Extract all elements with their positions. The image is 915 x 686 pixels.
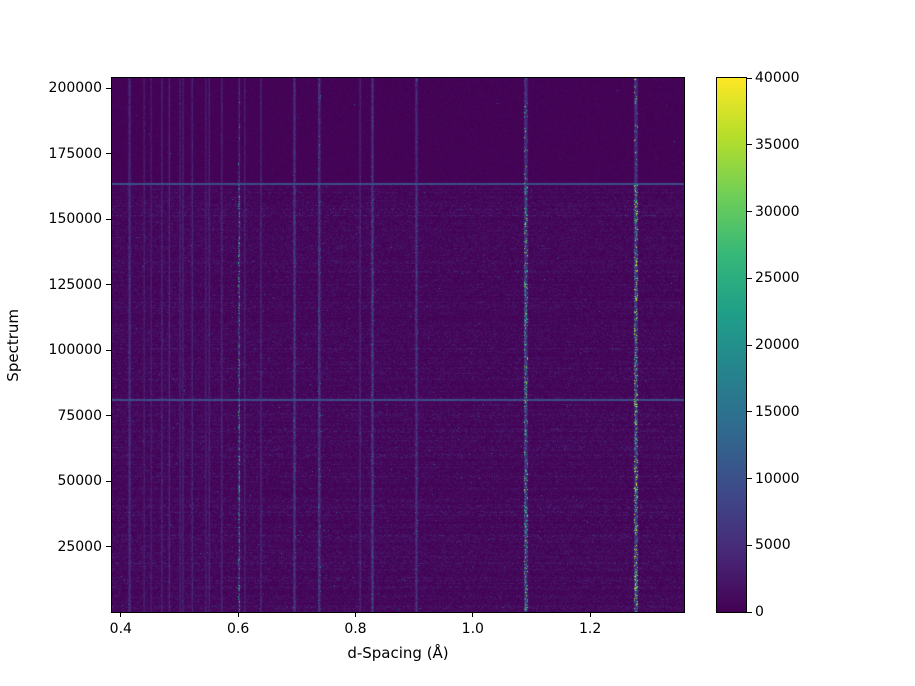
y-tick-mark <box>106 153 111 155</box>
colorbar-tick-label: 40000 <box>755 70 800 86</box>
y-tick-mark <box>106 415 111 417</box>
x-tick-label: 0.6 <box>226 621 250 637</box>
y-tick-label: 100000 <box>48 342 102 359</box>
colorbar <box>716 77 747 613</box>
colorbar-tick-label: 30000 <box>755 203 800 220</box>
colorbar-tick-mark <box>747 211 752 212</box>
colorbar-tick-label: 0 <box>755 604 764 620</box>
colorbar-gradient <box>717 78 746 612</box>
x-tick-label: 0.8 <box>344 621 367 637</box>
x-tick-mark <box>472 613 474 617</box>
x-tick-label: 0.4 <box>109 621 132 637</box>
colorbar-tick-mark <box>747 344 752 346</box>
x-axis-label: d-Spacing (Å) <box>347 644 449 662</box>
y-tick-label: 150000 <box>48 211 102 228</box>
x-tick-mark <box>120 613 122 617</box>
y-tick-mark <box>106 284 111 286</box>
y-tick-label: 175000 <box>48 145 102 162</box>
heatmap-image <box>112 78 684 612</box>
colorbar-tick-label: 15000 <box>755 403 800 420</box>
colorbar-tick-mark <box>747 77 752 79</box>
y-tick-mark <box>106 218 111 220</box>
x-tick-mark <box>354 613 356 617</box>
y-tick-mark <box>106 546 111 548</box>
y-tick-label: 75000 <box>57 407 102 424</box>
colorbar-tick-mark <box>747 411 752 413</box>
y-tick-label: 50000 <box>57 473 102 490</box>
colorbar-tick-mark <box>747 544 752 546</box>
y-tick-mark <box>106 87 111 89</box>
y-axis-label-text: Spectrum <box>4 308 22 382</box>
y-tick-label: 200000 <box>48 80 102 97</box>
y-axis-label: Spectrum <box>2 78 24 612</box>
colorbar-tick-label: 5000 <box>755 537 791 554</box>
colorbar-tick-mark <box>747 611 752 613</box>
x-tick-mark <box>237 613 239 617</box>
colorbar-tick-mark <box>747 478 752 479</box>
colorbar-tick-label: 10000 <box>755 470 800 487</box>
y-tick-mark <box>106 349 111 351</box>
plot-frame <box>111 77 685 613</box>
colorbar-tick-mark <box>747 144 752 146</box>
y-tick-label: 125000 <box>48 276 102 293</box>
y-tick-mark <box>106 480 111 482</box>
y-tick-label: 25000 <box>57 538 102 555</box>
x-tick-label: 1.0 <box>461 621 484 637</box>
colorbar-tick-label: 20000 <box>755 337 800 353</box>
colorbar-tick-mark <box>747 277 752 279</box>
x-tick-label: 1.2 <box>578 621 602 637</box>
x-tick-mark <box>589 613 591 617</box>
colorbar-tick-label: 35000 <box>755 136 800 153</box>
colorbar-tick-label: 25000 <box>755 270 800 287</box>
